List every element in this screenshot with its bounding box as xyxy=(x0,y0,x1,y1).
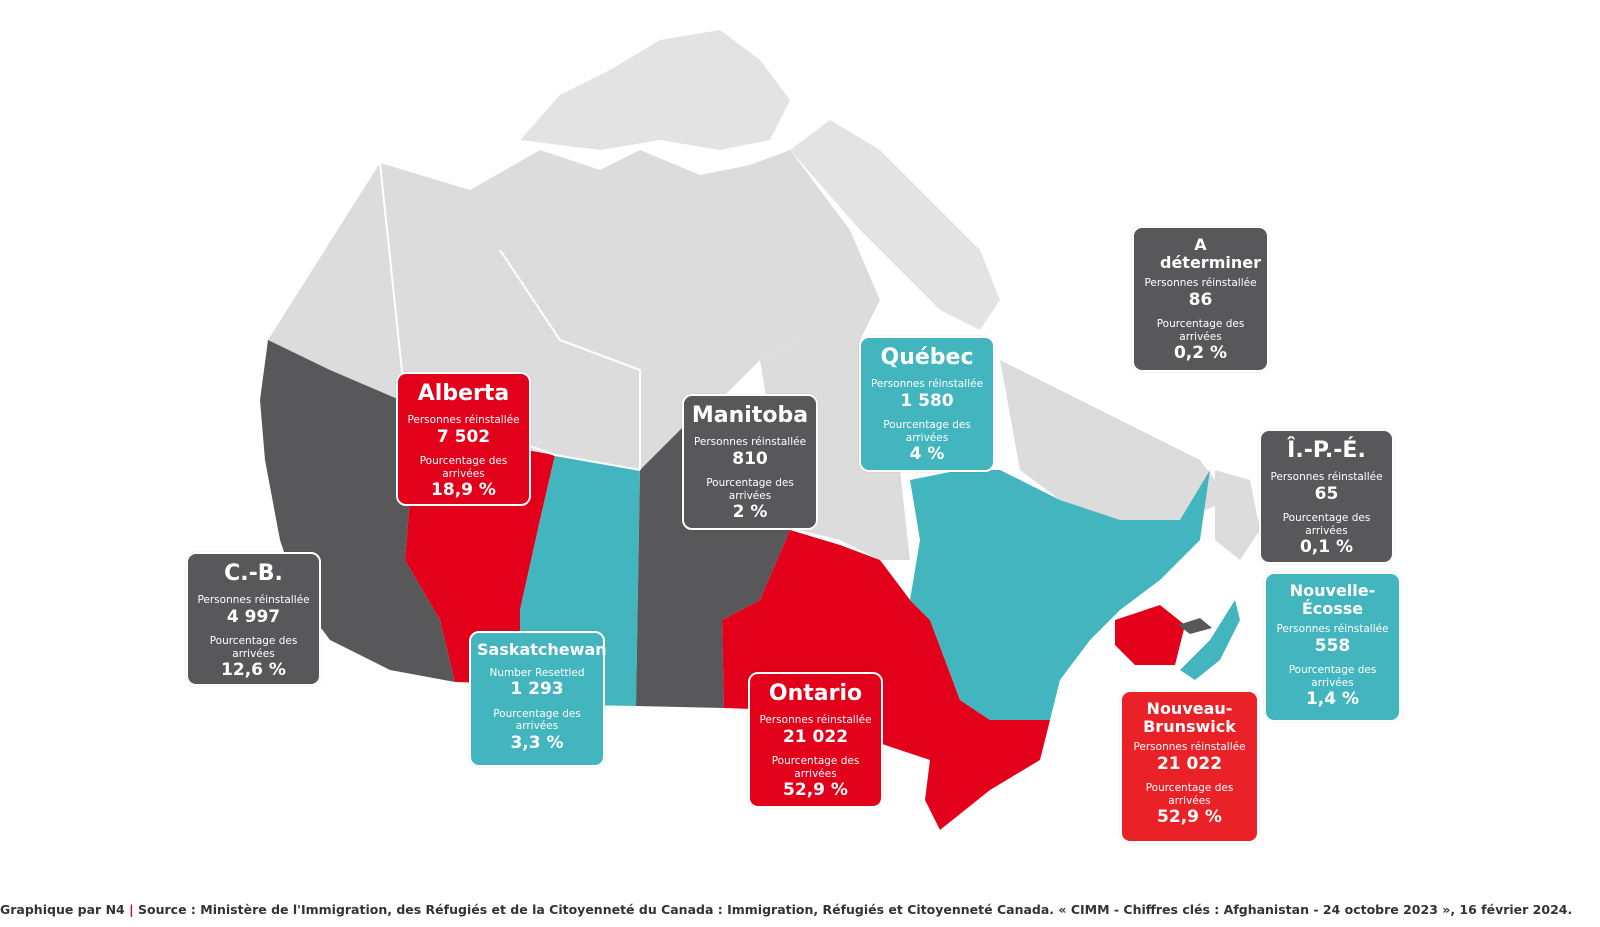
label-percentage: Pourcentage des arrivées xyxy=(883,419,971,444)
value-resettled: 86 xyxy=(1188,289,1213,310)
label-percentage: Pourcentage des arrivées xyxy=(209,635,298,660)
value-percentage: 1,4 % xyxy=(1305,689,1360,710)
label-resettled: Personnes réinstallée xyxy=(870,378,984,391)
footer-separator: | xyxy=(129,902,134,917)
value-percentage: 52,9 % xyxy=(783,780,848,801)
region-name: Nouvelle-Écosse xyxy=(1289,581,1376,618)
value-percentage: 2 % xyxy=(732,502,768,523)
value-percentage: 18,9 % xyxy=(431,480,496,501)
region-name: Québec xyxy=(880,345,974,370)
value-resettled: 21 022 xyxy=(782,726,849,747)
value-resettled: 7 502 xyxy=(436,426,491,447)
value-resettled: 21 022 xyxy=(1156,753,1223,774)
value-resettled: 4 997 xyxy=(226,606,281,627)
new-brunswick-region xyxy=(1115,605,1185,665)
label-resettled: Personnes réinstallée xyxy=(693,436,807,449)
label-percentage: Pourcentage des arrivées xyxy=(706,477,794,502)
manitoba-region xyxy=(636,420,790,708)
label-resettled: Personnes réinstallée xyxy=(1270,471,1383,484)
label-percentage: Pourcentage des arrivées xyxy=(1282,512,1371,537)
footer-credit: Graphique par N4 xyxy=(0,902,125,917)
value-percentage: 3,3 % xyxy=(510,732,564,753)
labrador-region xyxy=(1000,360,1230,520)
value-percentage: 52,9 % xyxy=(1157,807,1222,828)
region-name: Nouveau-Brunswick xyxy=(1143,699,1236,736)
card-cb: C.-B. Personnes réinstallée 4 997 Pource… xyxy=(186,552,321,686)
card-saskatchewan: Saskatchewan Number Resettled 1 293 Pour… xyxy=(469,631,607,767)
label-percentage: Pourcentage des arrivées xyxy=(419,455,508,480)
card-alberta: Alberta Personnes réinstallée 7 502 Pour… xyxy=(396,372,531,506)
card-a-determiner: A déterminer Personnes réinstallée 86 Po… xyxy=(1132,226,1269,372)
region-name: Alberta xyxy=(417,381,510,406)
pei-region xyxy=(1178,618,1212,634)
label-resettled: Personnes réinstallée xyxy=(759,714,872,727)
value-percentage: 0,2 % xyxy=(1173,343,1228,364)
region-name: Î.-P.-É. xyxy=(1287,438,1366,463)
label-percentage: Pourcentage des arrivées xyxy=(1156,318,1245,343)
card-nouvelle-ecosse: Nouvelle-Écosse Personnes réinstallée 55… xyxy=(1264,572,1401,722)
label-resettled: Number Resettled xyxy=(489,666,585,679)
value-percentage: 12,6 % xyxy=(221,660,286,681)
source-footer: Graphique par N4 | Source : Ministère de… xyxy=(0,902,1572,917)
footer-source: Source : Ministère de l'Immigration, des… xyxy=(138,902,1573,917)
label-resettled: Personnes réinstallée xyxy=(1133,741,1246,754)
card-nouveau-brunswick: Nouveau-Brunswick Personnes réinstallée … xyxy=(1120,690,1259,843)
label-resettled: Personnes réinstallée xyxy=(407,414,520,427)
quebec-region xyxy=(910,470,1210,720)
card-manitoba: Manitoba Personnes réinstallée 810 Pourc… xyxy=(682,394,818,530)
label-resettled: Personnes réinstallée xyxy=(197,594,310,607)
value-resettled: 65 xyxy=(1314,483,1339,504)
label-percentage: Pourcentage des arrivées xyxy=(1145,782,1234,807)
nova-scotia-region xyxy=(1180,600,1240,680)
region-name: Manitoba xyxy=(691,403,809,428)
value-percentage: 4 % xyxy=(909,444,945,465)
label-percentage: Pourcentage des arrivées xyxy=(771,755,860,780)
card-ipe: Î.-P.-É. Personnes réinstallée 65 Pource… xyxy=(1259,429,1394,564)
label-resettled: Personnes réinstallée xyxy=(1144,277,1257,290)
region-name: C.-B. xyxy=(224,561,283,586)
value-resettled: 1 580 xyxy=(900,390,954,411)
label-percentage: Pourcentage des arrivées xyxy=(1288,664,1377,689)
baffin-island xyxy=(790,120,1000,330)
label-resettled: Personnes réinstallée xyxy=(1276,623,1389,636)
newfoundland xyxy=(1215,470,1260,560)
region-name: Ontario xyxy=(768,681,863,706)
region-name: A déterminer xyxy=(1160,235,1261,272)
value-resettled: 810 xyxy=(732,448,768,469)
value-resettled: 558 xyxy=(1314,635,1351,656)
value-percentage: 0,1 % xyxy=(1299,537,1354,558)
value-resettled: 1 293 xyxy=(510,679,564,700)
label-percentage: Pourcentage des arrivées xyxy=(493,707,581,733)
card-ontario: Ontario Personnes réinstallée 21 022 Pou… xyxy=(748,672,883,808)
region-name: Saskatchewan xyxy=(477,640,607,659)
arctic-islands xyxy=(520,30,790,150)
card-quebec: Québec Personnes réinstallée 1 580 Pourc… xyxy=(859,336,995,472)
ontario-region xyxy=(722,530,1050,830)
